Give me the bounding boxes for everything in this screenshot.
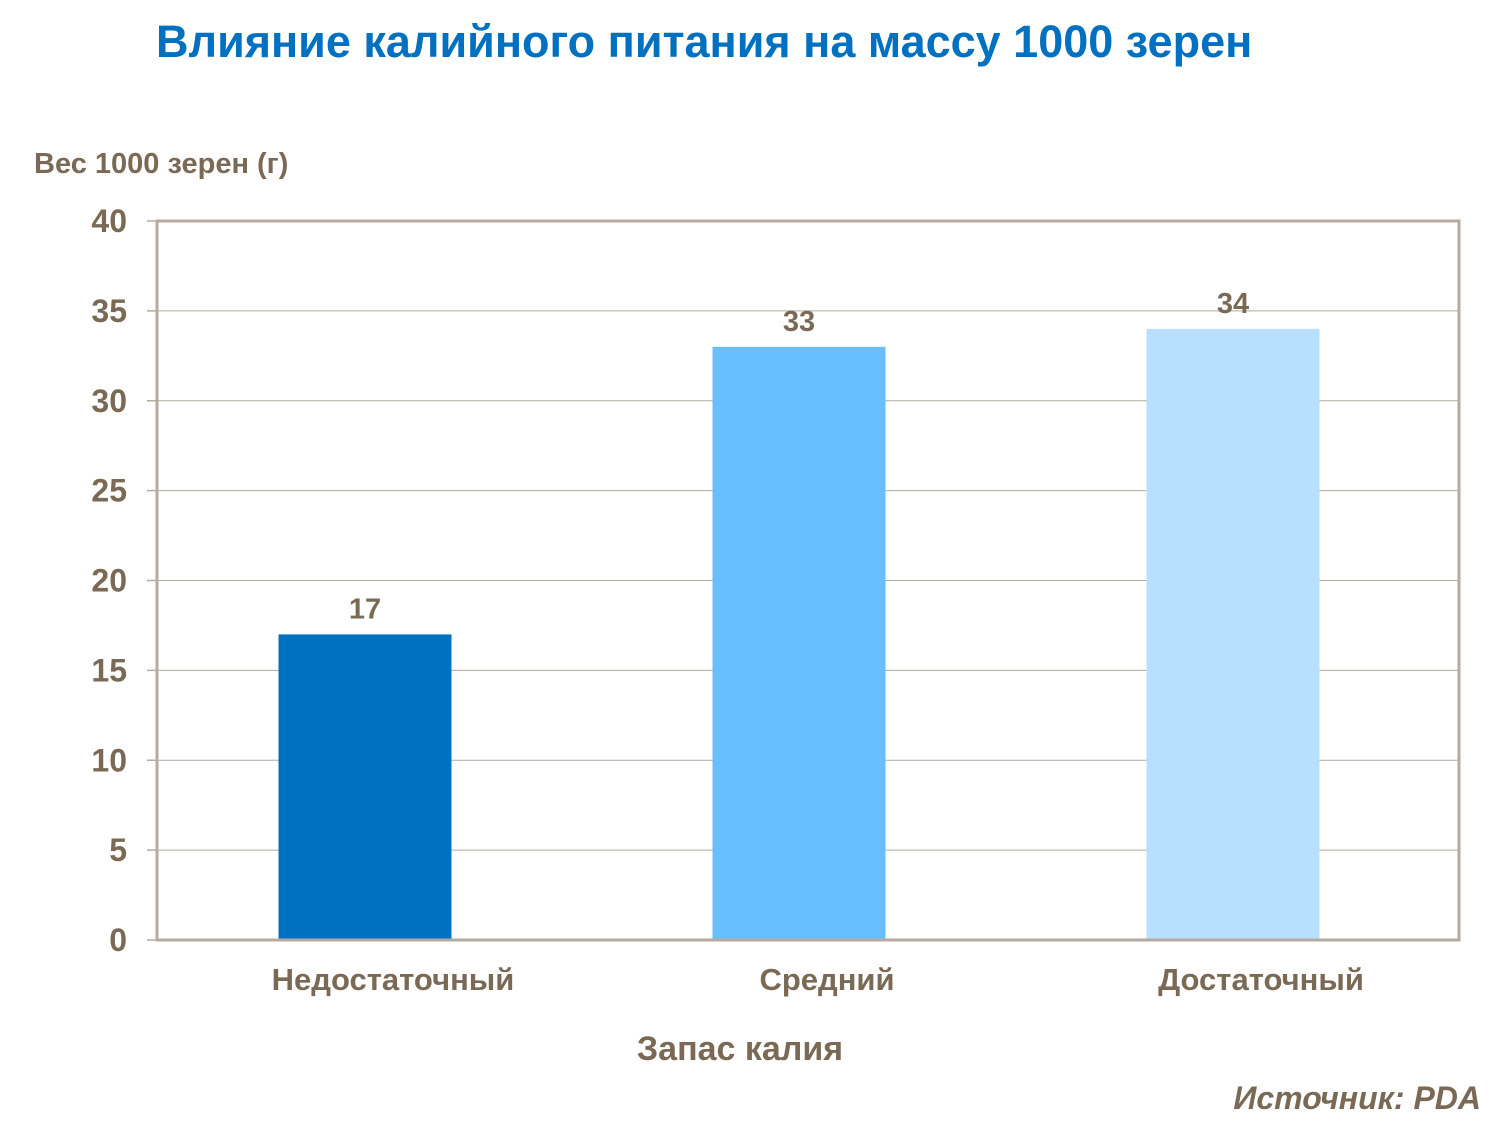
y-tick-label: 40 [91,203,127,239]
y-tick-label: 25 [91,473,127,509]
x-tick-label: Недостаточный [272,962,515,997]
chart-title: Влияние калийного питания на массу 1000 … [156,16,1253,67]
bar-1 [278,634,452,939]
y-axis-label: Вес 1000 зерен (г) [34,148,289,180]
y-tick-label: 15 [91,652,127,688]
bar-2 [712,346,886,939]
y-tick-label: 10 [91,742,127,778]
y-tick-label: 0 [109,922,127,958]
y-tick-label: 5 [109,832,127,868]
x-tick-label: Средний [759,962,894,997]
x-tick-label: Достаточный [1158,962,1364,997]
bar-3 [1146,328,1320,939]
plot-area-border [155,219,1461,942]
source-note: Источник: PDA [1233,1080,1481,1116]
y-tick-label: 20 [91,563,127,599]
y-tick-label: 30 [91,383,127,419]
data-label: 33 [783,306,815,338]
data-label: 34 [1217,288,1249,320]
y-tick-label: 35 [91,293,127,329]
data-label: 17 [349,593,381,625]
x-axis-label: Запас калия [636,1030,844,1068]
